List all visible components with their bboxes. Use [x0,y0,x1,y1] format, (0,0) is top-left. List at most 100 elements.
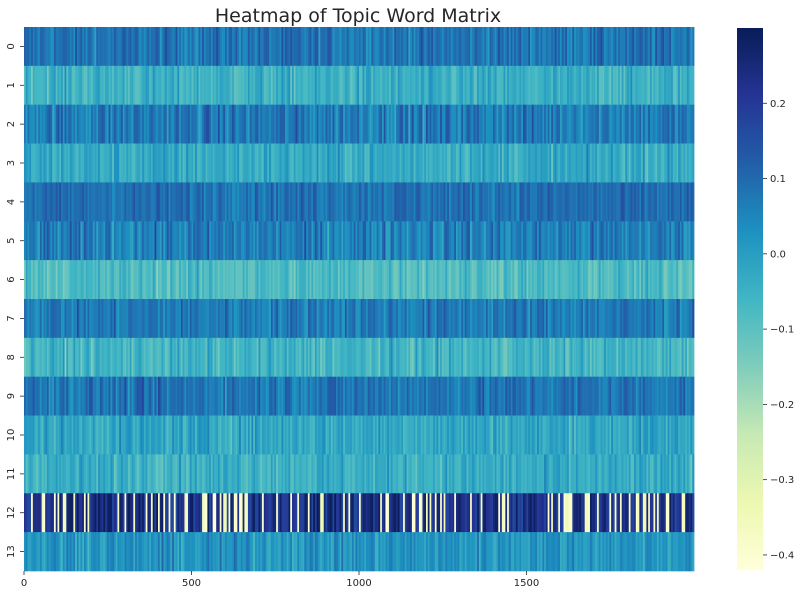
heatmap-cell [91,493,94,533]
heatmap-cell [216,376,219,416]
heatmap-cell [584,415,587,455]
heatmap-cell [265,337,268,378]
heatmap-cell [632,221,635,261]
heatmap-cell [96,27,99,67]
heatmap-cell [299,493,302,533]
heatmap-cell [41,376,44,416]
heatmap-cell [447,299,450,339]
heatmap-cell [424,182,427,222]
heatmap-cell [588,27,591,67]
heatmap-cell [286,376,289,416]
heatmap-cell [655,376,658,416]
heatmap-cell [457,493,460,533]
heatmap-cell [32,260,35,300]
heatmap-cell [632,454,635,494]
heatmap-cell [542,454,545,494]
heatmap-cell [417,337,420,378]
heatmap-cell [61,299,64,339]
heatmap-cell [182,493,185,533]
heatmap-cell [685,415,688,455]
heatmap-cell [676,493,679,533]
heatmap-cell [260,299,263,339]
heatmap-cell [256,221,259,261]
heatmap-cell [510,27,513,67]
heatmap-cell [678,65,681,106]
heatmap-cell [630,182,633,222]
heatmap-cell [376,376,379,416]
heatmap-cell [602,454,605,494]
heatmap-cell [75,182,78,222]
heatmap-cell [325,415,328,455]
heatmap-cell [267,493,270,533]
heatmap-cell [392,182,395,222]
heatmap-cell [556,182,559,222]
heatmap-cell [480,337,483,378]
heatmap-cell [203,260,206,300]
heatmap-cell [452,299,455,339]
heatmap-cell [210,493,214,533]
heatmap-cell [494,415,497,455]
heatmap-cell [46,376,50,416]
heatmap-cell [526,260,529,300]
heatmap-cell [327,143,330,183]
heatmap-cell [78,493,81,533]
heatmap-cell [131,143,134,183]
heatmap-cell [431,65,434,106]
heatmap-cell [327,299,330,339]
heatmap-cell [237,493,240,533]
heatmap-cell [628,182,631,222]
heatmap-cell [55,454,58,494]
heatmap-cell [415,454,418,494]
heatmap-cell [505,182,508,222]
heatmap-cell [621,65,624,106]
heatmap-cell [522,221,526,261]
heatmap-cell [226,260,229,300]
heatmap-cell [686,143,690,183]
heatmap-cell [101,104,104,144]
heatmap-cell [115,415,118,455]
heatmap-cell [306,376,309,416]
heatmap-cell [290,65,293,106]
heatmap-cell [491,454,494,494]
heatmap-cell [630,415,633,455]
heatmap-cell [309,65,312,106]
heatmap-cell [52,454,55,494]
heatmap-cell [558,143,561,183]
heatmap-cell [607,143,610,183]
heatmap-cell [55,143,58,183]
heatmap-cell [656,415,660,455]
heatmap-cell [461,337,464,378]
heatmap-cell [602,493,605,533]
heatmap-cell [124,221,127,261]
heatmap-cell [173,337,177,378]
heatmap-cell [660,376,663,416]
heatmap-cell [166,454,169,494]
heatmap-cell [262,454,265,494]
heatmap-cell [644,221,647,261]
heatmap-cell [41,65,44,106]
heatmap-cell [334,376,337,416]
heatmap-cell [210,337,214,378]
heatmap-cell [29,260,32,300]
heatmap-cell [98,182,101,222]
heatmap-cell [565,376,568,416]
heatmap-cell [359,182,362,222]
heatmap-cell [612,337,616,378]
heatmap-cell [320,454,323,494]
heatmap-cell [385,415,388,455]
heatmap-cell [625,143,628,183]
heatmap-cell [678,415,681,455]
heatmap-cell [378,260,381,300]
heatmap-cell [450,493,453,533]
heatmap-cell [265,143,268,183]
heatmap-cell [290,337,293,378]
heatmap-cell [494,260,497,300]
heatmap-cell [269,376,272,416]
heatmap-cell [417,27,420,67]
heatmap-cell [168,415,171,455]
heatmap-cell [135,415,138,455]
heatmap-cell [115,182,118,222]
heatmap-cell [648,415,651,455]
heatmap-cell [417,65,420,106]
heatmap-cell [196,182,199,222]
